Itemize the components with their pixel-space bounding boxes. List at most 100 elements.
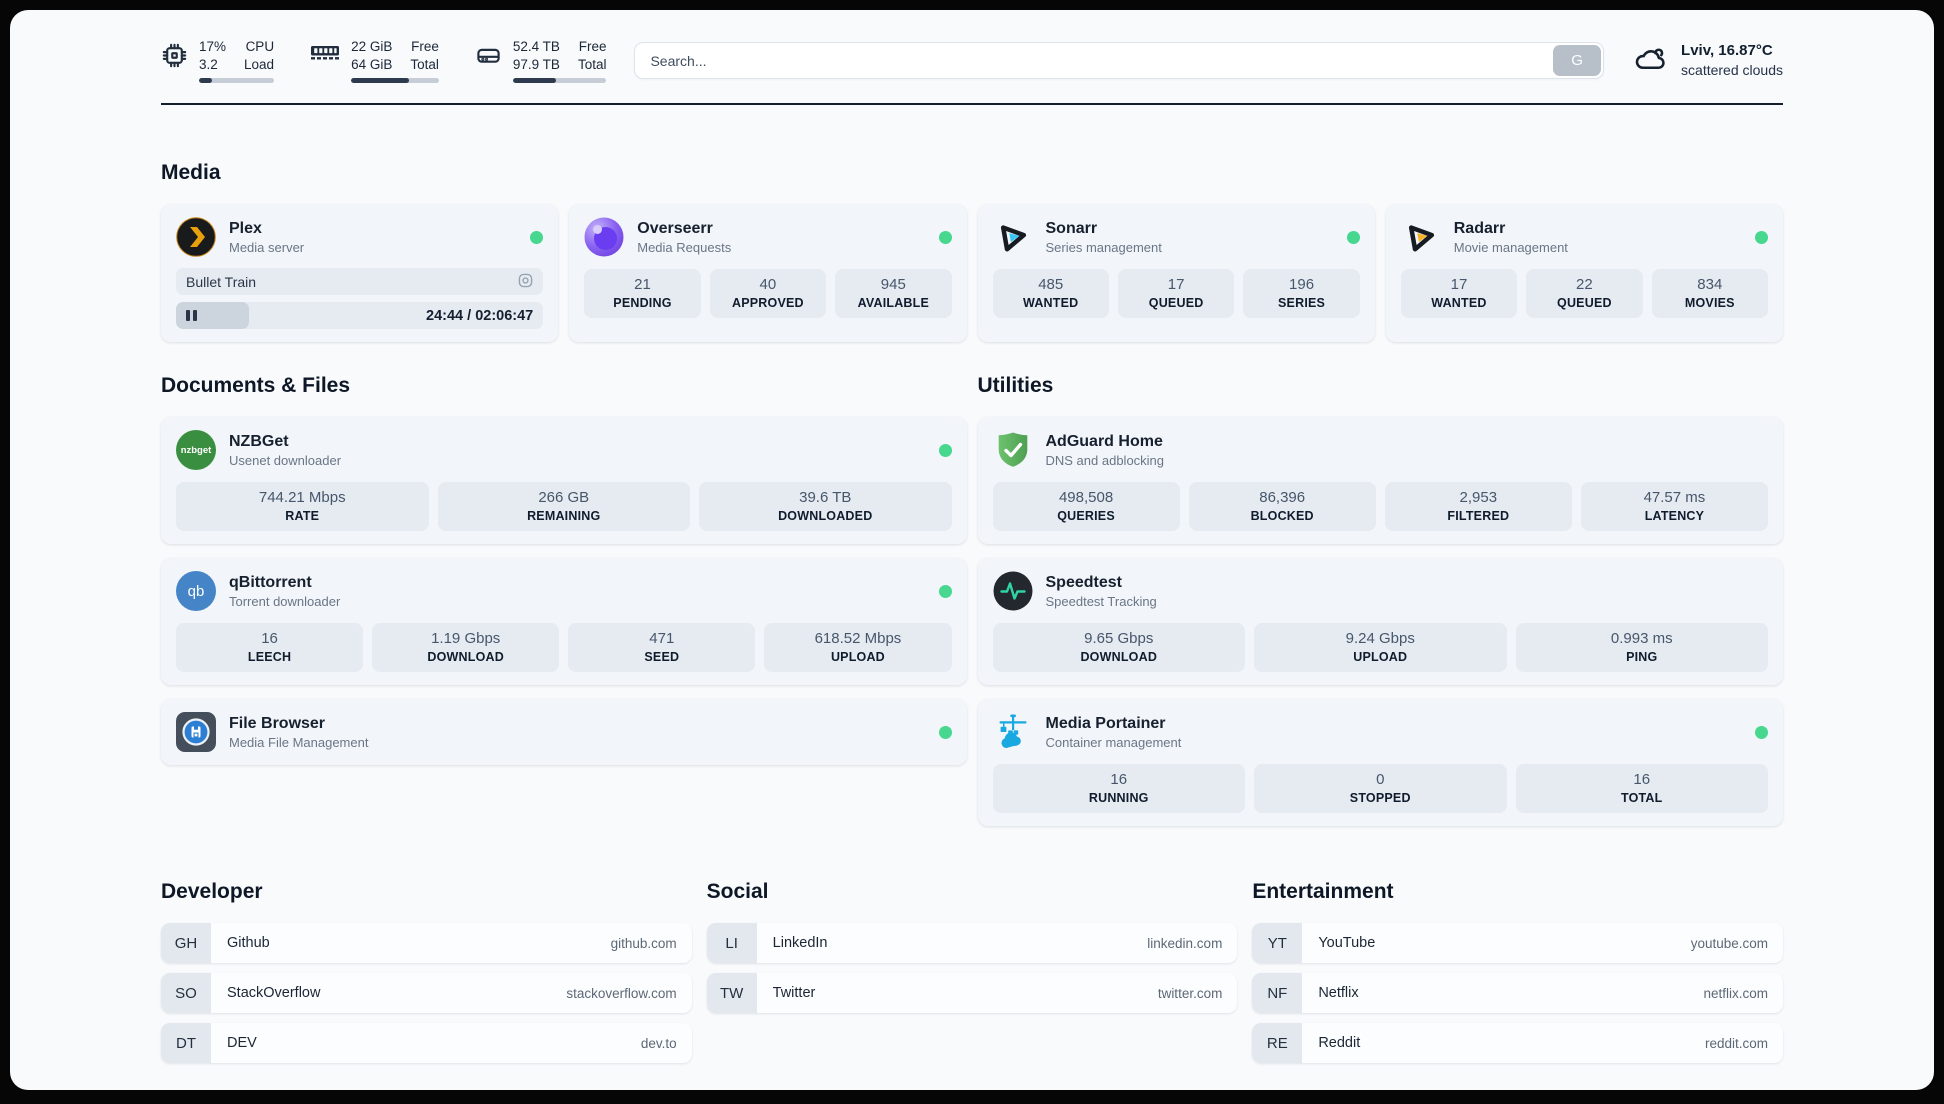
app-card-plex[interactable]: Plex Media server Bullet Train	[161, 204, 559, 343]
stat-value: 40	[759, 276, 777, 294]
app-name: Sonarr	[1045, 219, 1098, 237]
now-playing-row: Bullet Train	[176, 268, 544, 296]
cpu-load-label: Load	[244, 56, 275, 72]
stat-value: 17	[1450, 276, 1468, 294]
status-online-dot	[938, 584, 952, 598]
stat-value: 0	[1376, 771, 1385, 789]
bookmark-name: Reddit	[1318, 1035, 1361, 1052]
stat-label: SEED	[644, 650, 680, 665]
disk-stat-body: 52.4 TB 97.9 TB Free Total	[512, 38, 607, 84]
stat-value: 9.65 Gbps	[1084, 630, 1154, 648]
app-subtitle: Torrent downloader	[229, 593, 341, 609]
bookmark-stackoverflow[interactable]: SO StackOverflow stackoverflow.com	[161, 973, 692, 1014]
bookmark-name: LinkedIn	[772, 935, 828, 952]
stat-tile-filtered: 2,953 FILTERED	[1384, 482, 1572, 532]
app-name: AdGuard Home	[1045, 432, 1163, 450]
app-card-filebrowser[interactable]: File Browser Media File Management	[161, 699, 967, 766]
bookmark-name: YouTube	[1318, 935, 1376, 952]
stat-label: RATE	[285, 509, 320, 524]
app-card-portainer[interactable]: Media Portainer Container management 16 …	[977, 699, 1783, 827]
cloud-icon	[1632, 40, 1668, 81]
bookmark-name: Twitter	[772, 985, 816, 1002]
disk-total-label: Total	[577, 56, 607, 72]
bookmark-reddit[interactable]: RE Reddit reddit.com	[1252, 1023, 1783, 1064]
overseerr-icon	[584, 217, 624, 257]
stat-label: DOWNLOADED	[778, 509, 873, 524]
app-subtitle: Media server	[229, 239, 305, 255]
stat-value: 945	[880, 276, 906, 294]
adguard-icon	[993, 430, 1033, 470]
app-name: NZBGet	[229, 432, 289, 450]
app-card-radarr[interactable]: Radarr Movie management 17 WANTED 22 QUE…	[1385, 204, 1783, 343]
app-subtitle: Usenet downloader	[229, 452, 342, 468]
stat-tile-approved: 40 APPROVED	[709, 269, 827, 319]
bookmark-url: linkedin.com	[1147, 935, 1223, 951]
entertainment-section-title: Entertainment	[1252, 880, 1394, 904]
bookmark-url: stackoverflow.com	[566, 985, 677, 1001]
bookmark-linkedin[interactable]: LI LinkedIn linkedin.com	[706, 923, 1238, 964]
bookmark-abbr-badge: SO	[161, 973, 211, 1014]
stat-value: 16	[1110, 771, 1128, 789]
bookmark-github[interactable]: GH Github github.com	[161, 923, 692, 964]
app-subtitle: Series management	[1045, 239, 1162, 255]
stat-tile-downloaded: 39.6 TB DOWNLOADED	[699, 482, 952, 532]
stat-label: WANTED	[1431, 296, 1487, 311]
bookmark-abbr-badge: DT	[161, 1023, 211, 1064]
status-online-dot	[938, 230, 952, 244]
status-online-dot	[1755, 725, 1768, 739]
bookmark-youtube[interactable]: YT YouTube youtube.com	[1252, 923, 1783, 964]
app-card-speedtest[interactable]: Speedtest Speedtest Tracking 9.65 Gbps D…	[977, 558, 1783, 686]
disk-progress-fill	[512, 78, 556, 84]
section-utilities: Utilities	[977, 374, 1783, 827]
search-engine-button[interactable]: G	[1553, 45, 1602, 77]
stat-label: STOPPED	[1349, 791, 1411, 806]
stat-label: PING	[1626, 650, 1658, 665]
app-card-overseerr[interactable]: Overseerr Media Requests 21 PENDING 40 A…	[569, 204, 967, 343]
stat-label: UPLOAD	[1353, 650, 1408, 665]
cpu-load-value: 3.2	[199, 56, 218, 72]
stat-value: 2,953	[1459, 489, 1498, 507]
stat-tile-wanted: 485 WANTED	[992, 269, 1109, 319]
bookmark-netflix[interactable]: NF Netflix netflix.com	[1252, 973, 1783, 1014]
stat-tile-total: 16 TOTAL	[1515, 764, 1768, 814]
app-card-nzbget[interactable]: nzbget NZBGet Usenet downloader 744.21 M…	[161, 417, 967, 545]
stat-tile-stopped: 0 STOPPED	[1254, 764, 1507, 814]
stat-tile-queries: 498,508 QUERIES	[992, 482, 1180, 532]
pause-icon[interactable]	[186, 310, 197, 322]
search-input[interactable]	[634, 42, 1605, 80]
bookmark-name: DEV	[227, 1035, 257, 1052]
bookmark-url: twitter.com	[1157, 985, 1223, 1001]
disk-free-value: 52.4 TB	[512, 39, 560, 54]
qbittorrent-icon: qb	[176, 571, 216, 612]
app-card-adguard[interactable]: AdGuard Home DNS and adblocking 498,508 …	[977, 417, 1783, 545]
bookmark-dev[interactable]: DT DEV dev.to	[161, 1023, 692, 1064]
app-subtitle: Media Requests	[637, 239, 732, 255]
bookmark-twitter[interactable]: TW Twitter twitter.com	[706, 973, 1238, 1014]
app-card-qbittorrent[interactable]: qb qBittorrent Torrent downloader 16 LEE…	[161, 558, 967, 686]
app-subtitle: Speedtest Tracking	[1045, 593, 1157, 609]
stat-value: 498,508	[1058, 489, 1114, 507]
stat-label: LATENCY	[1644, 509, 1705, 524]
stat-label: APPROVED	[732, 296, 804, 311]
app-card-sonarr[interactable]: Sonarr Series management 485 WANTED 17 Q…	[977, 204, 1375, 343]
stat-tile-ping: 0.993 ms PING	[1515, 623, 1768, 673]
ram-free-value: 22 GiB	[351, 39, 393, 54]
stat-tile-wanted: 17 WANTED	[1400, 269, 1518, 319]
documents-section-title: Documents & Files	[161, 374, 351, 398]
bookmark-url: reddit.com	[1704, 1035, 1768, 1051]
stat-label: SERIES	[1278, 296, 1326, 311]
stat-tile-upload: 9.24 Gbps UPLOAD	[1254, 623, 1507, 673]
stat-value: 618.52 Mbps	[814, 630, 902, 648]
stat-label: WANTED	[1023, 296, 1079, 311]
plex-icon	[176, 217, 216, 257]
stat-value: 47.57 ms	[1643, 489, 1706, 507]
stat-label: MOVIES	[1684, 296, 1735, 311]
radarr-icon	[1401, 217, 1441, 257]
app-subtitle: DNS and adblocking	[1045, 452, 1165, 468]
stat-value: 1.19 Gbps	[431, 630, 501, 648]
app-name: Media Portainer	[1045, 714, 1166, 732]
cpu-progress-bar	[199, 78, 275, 84]
now-playing-title: Bullet Train	[186, 273, 257, 290]
status-online-dot	[530, 230, 544, 244]
stat-value: 39.6 TB	[799, 489, 852, 507]
